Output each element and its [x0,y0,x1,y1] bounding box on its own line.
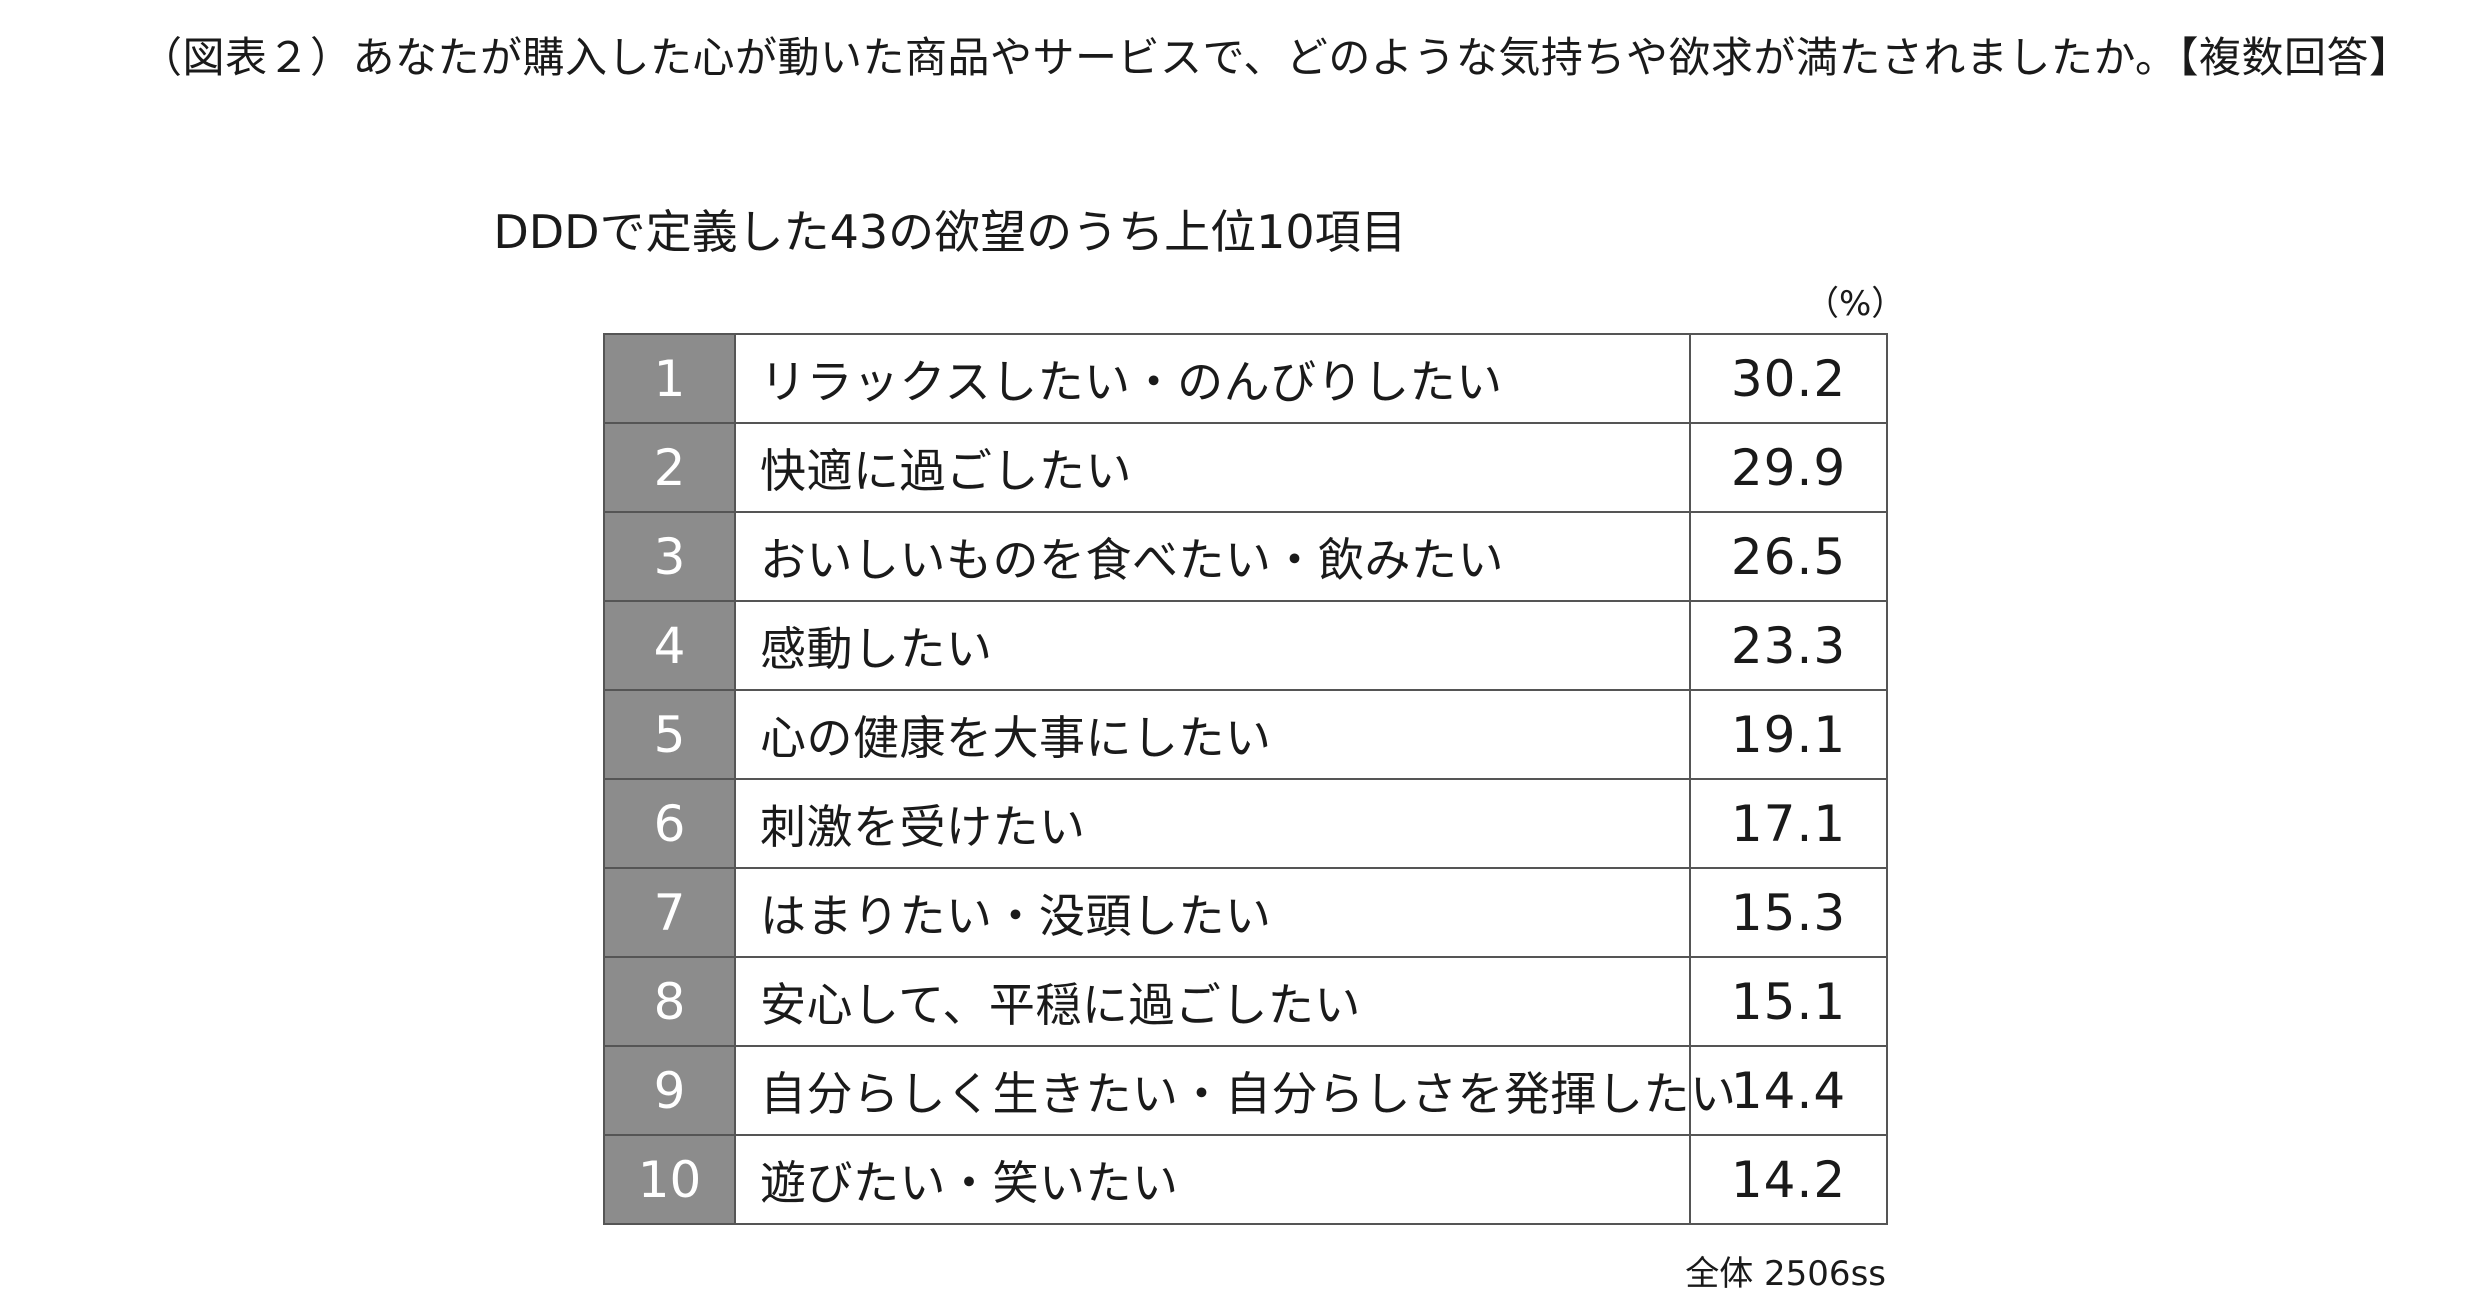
table-row: 3 おいしいものを食べたい・飲みたい 26.5 [603,511,1888,602]
desire-label-cell: 遊びたい・笑いたい [734,1134,1691,1225]
percent-value-cell: 23.3 [1689,600,1888,691]
rank-cell: 1 [603,333,736,424]
rank-cell: 5 [603,689,736,780]
rank-cell: 10 [603,1134,736,1225]
figure-caption: （図表２）あなたが購入した心が動いた商品やサービスで、どのような気持ちや欲求が満… [140,33,2412,82]
percent-value-cell: 14.2 [1689,1134,1888,1225]
desire-label-cell: 刺激を受けたい [734,778,1691,869]
rank-cell: 9 [603,1045,736,1136]
desire-label-cell: 安心して、平穏に過ごしたい [734,956,1691,1047]
unit-label: （%） [1805,284,1906,324]
ranking-table: 1 リラックスしたい・のんびりしたい 30.2 2 快適に過ごしたい 29.9 3 おいしいも… [603,333,1888,1225]
desire-label-cell: 感動したい [734,600,1691,691]
chart-title: DDDで定義した43の欲望のうち上位10項目 [493,205,1407,259]
desire-label-cell: 快適に過ごしたい [734,422,1691,513]
table-row: 8 安心して、平穏に過ごしたい 15.1 [603,956,1888,1047]
table-row: 2 快適に過ごしたい 29.9 [603,422,1888,513]
percent-value-cell: 14.4 [1689,1045,1888,1136]
ranking-table-body: 1 リラックスしたい・のんびりしたい 30.2 2 快適に過ごしたい 29.9 3 おいしいも… [603,333,1888,1225]
table-row: 9 自分らしく生きたい・自分らしさを発揮したい 14.4 [603,1045,1888,1136]
desire-label-cell: おいしいものを食べたい・飲みたい [734,511,1691,602]
desire-label-cell: リラックスしたい・のんびりしたい [734,333,1691,424]
table-row: 6 刺激を受けたい 17.1 [603,778,1888,869]
rank-cell: 8 [603,956,736,1047]
percent-value-cell: 19.1 [1689,689,1888,780]
rank-cell: 7 [603,867,736,958]
percent-value-cell: 15.3 [1689,867,1888,958]
percent-value-cell: 15.1 [1689,956,1888,1047]
percent-value-cell: 26.5 [1689,511,1888,602]
desire-label-cell: 心の健康を大事にしたい [734,689,1691,780]
percent-value-cell: 30.2 [1689,333,1888,424]
table-row: 10 遊びたい・笑いたい 14.2 [603,1134,1888,1225]
desire-label-cell: はまりたい・没頭したい [734,867,1691,958]
rank-cell: 6 [603,778,736,869]
percent-value-cell: 29.9 [1689,422,1888,513]
table-row: 5 心の健康を大事にしたい 19.1 [603,689,1888,780]
sample-size-note: 全体 2506ss [1685,1254,1886,1294]
percent-value-cell: 17.1 [1689,778,1888,869]
table-row: 4 感動したい 23.3 [603,600,1888,691]
rank-cell: 3 [603,511,736,602]
rank-cell: 2 [603,422,736,513]
table-row: 1 リラックスしたい・のんびりしたい 30.2 [603,333,1888,424]
desire-label-cell: 自分らしく生きたい・自分らしさを発揮したい [734,1045,1736,1136]
table-row: 7 はまりたい・没頭したい 15.3 [603,867,1888,958]
rank-cell: 4 [603,600,736,691]
